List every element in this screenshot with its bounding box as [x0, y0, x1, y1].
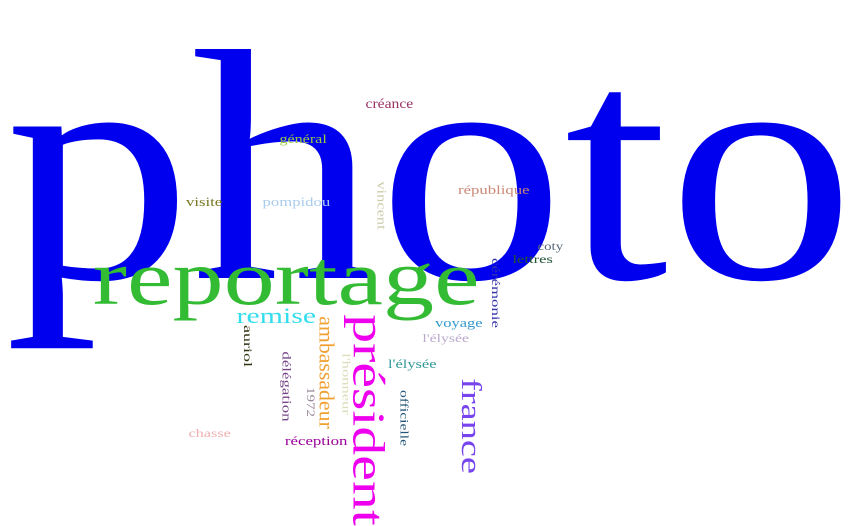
cloud-word-ceremonie: cérémonie: [488, 258, 503, 328]
cloud-word-voyage: voyage: [435, 314, 483, 330]
cloud-word-visite: visite: [185, 193, 223, 209]
cloud-word-1972: 1972: [304, 387, 318, 417]
cloud-word-chasse: chasse: [187, 426, 231, 440]
cloud-word-reception: réception: [284, 432, 348, 448]
cloud-word-remise: remise: [236, 303, 316, 328]
cloud-word-france: france: [454, 378, 486, 474]
cloud-word-reportage: reportage: [92, 234, 480, 321]
cloud-word-auriol: auriol: [241, 325, 255, 367]
cloud-word-vincent: vincent: [374, 180, 390, 230]
cloud-word-president: président: [342, 314, 394, 526]
cloud-word-general: général: [279, 130, 327, 146]
cloud-word-photo: photo: [5, 0, 855, 350]
cloud-word-delegation: délégation: [279, 350, 295, 422]
cloud-word-coty: coty: [537, 239, 563, 253]
cloud-word-lhonneur: l'honneur: [338, 353, 353, 415]
cloud-word-creance: créance: [365, 97, 413, 112]
cloud-word-lettres: lettres: [511, 252, 553, 266]
cloud-word-lelysee-2: l'élysée: [387, 355, 437, 371]
cloud-word-lelysee-1: l'élysée: [421, 331, 469, 345]
cloud-word-republique: république: [458, 181, 530, 197]
cloud-word-ambassadeur: ambassadeur: [314, 315, 339, 429]
cloud-word-officielle: officielle: [397, 389, 412, 447]
cloud-word-pompidou: pompidou: [262, 193, 330, 209]
